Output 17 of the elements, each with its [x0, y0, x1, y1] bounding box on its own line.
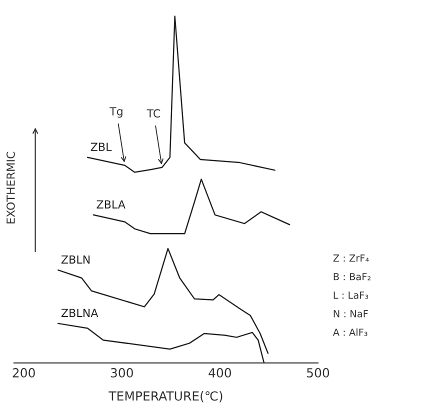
- text: B : BaF₂: [334, 273, 371, 280]
- annotation: Tg: [110, 107, 122, 118]
- series-label: ZBLNA: [61, 308, 98, 317]
- series-label: ZBL: [90, 142, 112, 151]
- series-label: ZBLA: [96, 200, 126, 208]
- x-axis-title: TEMPERATURE(℃): [108, 391, 222, 402]
- x-tick-label: 300: [110, 368, 133, 378]
- text: Z : ZrF₄: [333, 254, 369, 262]
- series-label: ZBLN: [61, 255, 90, 264]
- annotation: TC: [146, 109, 160, 118]
- text: N : NaF: [334, 310, 368, 318]
- x-tick-label: 400: [208, 368, 232, 378]
- x-tick-label: 500: [307, 368, 330, 378]
- x-tick-label: 200: [12, 368, 35, 378]
- y-axis-title: EXOTHERMIC: [6, 152, 15, 224]
- text: L : LaF₃: [334, 292, 368, 299]
- text: A : AlF₃: [332, 328, 368, 336]
